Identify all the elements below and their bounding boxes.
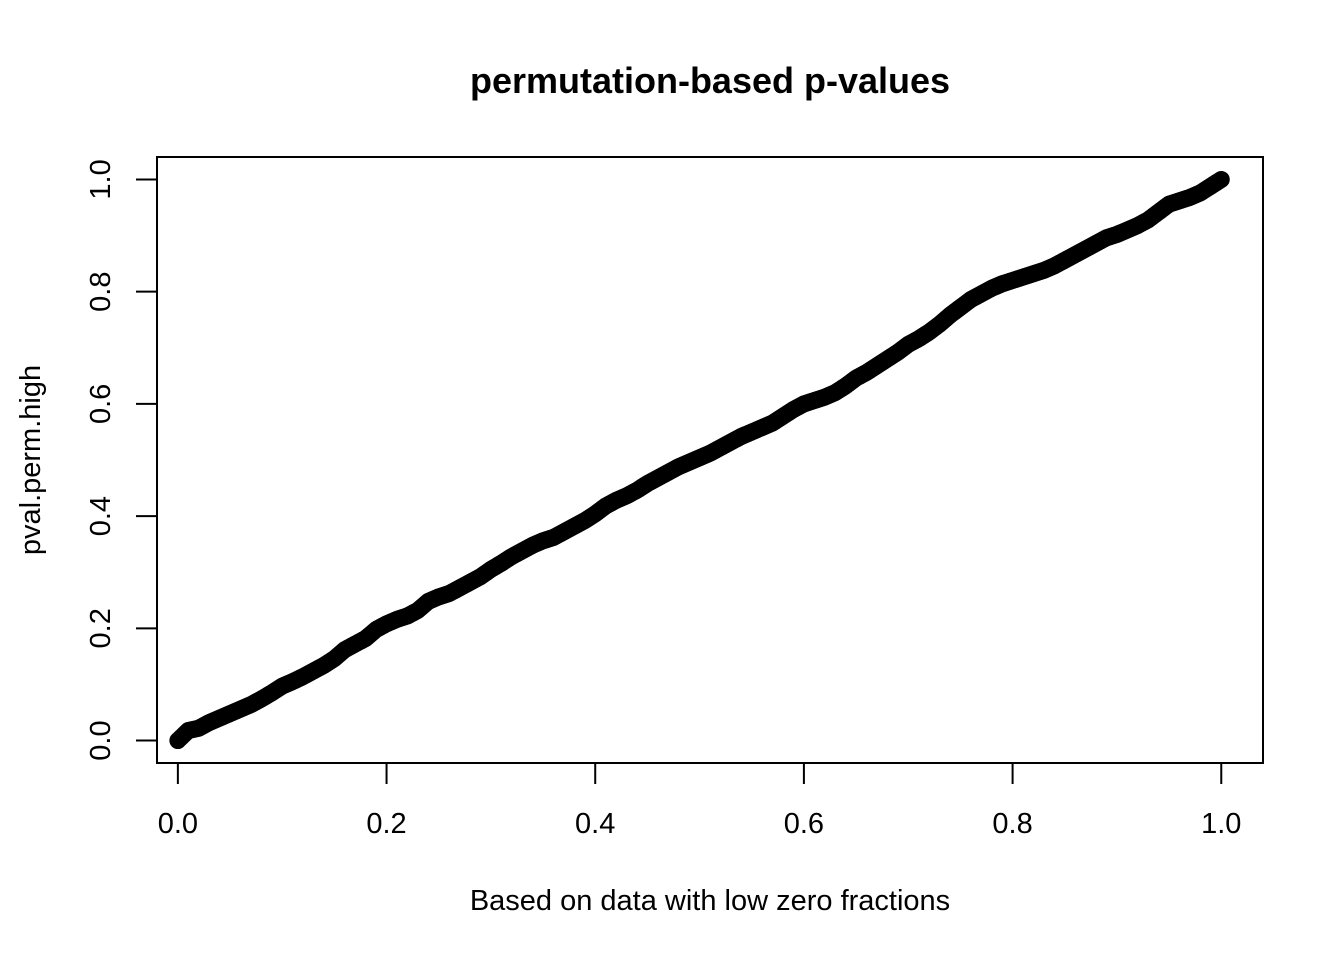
data-point bbox=[1212, 170, 1230, 188]
x-tick-label: 0.0 bbox=[158, 808, 198, 840]
x-axis: 0.0 0.2 0.4 0.6 0.8 1.0 bbox=[158, 762, 1241, 840]
y-axis: 0.0 0.2 0.4 0.6 0.8 1.0 bbox=[85, 159, 158, 761]
y-axis-label: pval.perm.high bbox=[15, 365, 47, 555]
y-tick-label: 0.0 bbox=[85, 720, 117, 760]
y-tick-label: 0.4 bbox=[85, 496, 117, 536]
y-tick-label: 1.0 bbox=[85, 159, 117, 199]
x-tick-label: 0.4 bbox=[575, 808, 615, 840]
x-tick-label: 1.0 bbox=[1201, 808, 1241, 840]
x-axis-label: Based on data with low zero fractions bbox=[470, 885, 950, 917]
chart-title: permutation-based p-values bbox=[470, 60, 950, 101]
y-tick-label: 0.6 bbox=[85, 384, 117, 424]
y-tick-label: 0.8 bbox=[85, 272, 117, 312]
x-tick-label: 0.6 bbox=[784, 808, 824, 840]
x-tick-label: 0.8 bbox=[992, 808, 1032, 840]
data-points bbox=[169, 170, 1230, 750]
x-tick-label: 0.2 bbox=[366, 808, 406, 840]
y-tick-label: 0.2 bbox=[85, 608, 117, 648]
